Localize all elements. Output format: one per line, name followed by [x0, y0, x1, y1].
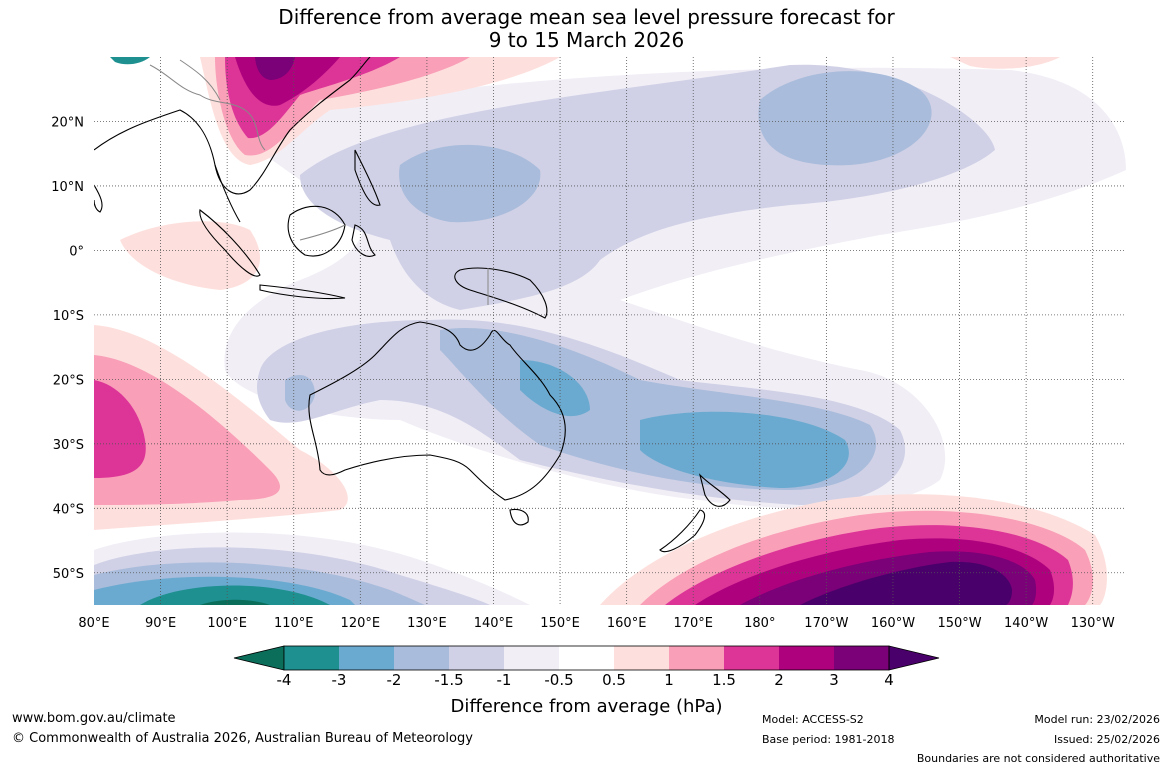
country-borders [149, 59, 489, 305]
low-southwest-6 [200, 599, 270, 605]
longitude-label: 180° [744, 616, 775, 631]
colorbar-swatch [449, 646, 504, 670]
colorbar-swatch [669, 646, 724, 670]
gridlines [94, 57, 1126, 605]
border-borneo [299, 224, 346, 241]
colorbar-swatch [779, 646, 834, 670]
latitude-label: 10°S [53, 309, 84, 324]
coast-asia-mainland [94, 57, 371, 195]
longitude-label: 150°W [937, 616, 981, 631]
model-name: Model: ACCESS-S2 [762, 713, 864, 726]
colorbar-outline [283, 645, 890, 671]
colorbar-swatch [504, 646, 559, 670]
copyright-text: © Commonwealth of Australia 2026, Austra… [12, 731, 473, 746]
coast-new-zealand-south [659, 509, 706, 553]
high-equatorial [120, 221, 260, 290]
low-north-pacific-2 [399, 144, 541, 223]
boundaries-disclaimer: Boundaries are not considered authoritat… [916, 752, 1160, 765]
high-east-asia-5 [255, 57, 295, 80]
high-indian-ocean-3 [94, 380, 146, 478]
coast-new-zealand-north [698, 473, 731, 507]
longitude-label: 130°E [407, 616, 447, 631]
colorbar-tick-label: 3 [829, 671, 839, 689]
colorbar-title: Difference from average (hPa) [450, 696, 723, 717]
coast-tasmania [509, 508, 529, 526]
colorbar-swatch [559, 646, 614, 670]
coast-india [94, 184, 103, 213]
website-link[interactable]: www.bom.gov.au/climate [12, 711, 176, 726]
low-top-left [110, 57, 150, 65]
coast-borneo [287, 205, 346, 257]
border-china [179, 59, 221, 101]
longitude-label: 140°E [474, 616, 514, 631]
longitude-label: 120°E [341, 616, 381, 631]
colorbar-tick-label: 0.5 [602, 671, 626, 689]
model-run-date: Model run: 23/02/2026 [1034, 713, 1160, 726]
low-west-aus [285, 375, 315, 411]
colorbar-tick-label: -0.5 [544, 671, 574, 689]
colorbar-swatch [834, 646, 889, 670]
base-period: Base period: 1981-2018 [762, 733, 895, 746]
longitude-label: 170°W [804, 616, 848, 631]
colorbar-tick-label: 1 [664, 671, 674, 689]
colorbar-swatch [394, 646, 449, 670]
longitude-label: 170°E [673, 616, 713, 631]
coast-sumatra [199, 209, 261, 277]
colorbar [233, 645, 940, 671]
colorbar-tick-label: 4 [884, 671, 894, 689]
longitude-label: 110°E [274, 616, 314, 631]
colorbar-tick-label: -4 [276, 671, 292, 689]
latitude-label: 20°S [53, 373, 84, 388]
latitude-label: 0° [69, 244, 84, 259]
longitude-label: 160°W [871, 616, 915, 631]
colorbar-tick-label: 2 [774, 671, 784, 689]
issued-date: Issued: 25/02/2026 [1053, 733, 1160, 746]
low-southwest-5 [140, 585, 330, 605]
high-indian-ocean-2 [94, 355, 280, 505]
anomaly-field [94, 57, 1126, 605]
coast-malay-peninsula [214, 164, 241, 223]
colorbar-swatch [614, 646, 669, 670]
colorbar-tick-label: -1 [496, 671, 512, 689]
colorbar-swatch [724, 646, 779, 670]
coast-new-guinea [454, 267, 548, 319]
title-line-1: Difference from average mean sea level p… [278, 5, 895, 29]
colorbar-tick-label: -3 [331, 671, 347, 689]
longitude-labels: 80°E 90°E 100°E 110°E 120°E 130°E 140°E 150°E 16… [78, 616, 1115, 631]
longitude-label: 130°W [1071, 616, 1115, 631]
low-tasman-3 [520, 360, 590, 417]
longitude-label: 140°W [1004, 616, 1048, 631]
coast-java [259, 284, 346, 300]
colorbar-swatch [284, 646, 339, 670]
title-line-2: 9 to 15 March 2026 [488, 28, 685, 52]
border-southeast-asia [149, 64, 266, 151]
low-tasman-4 [640, 411, 849, 488]
latitude-label: 40°S [53, 502, 84, 517]
longitude-label: 100°E [207, 616, 247, 631]
coast-philippines [354, 149, 381, 206]
colorbar-tick-label: 1.5 [712, 671, 736, 689]
latitude-label: 50°S [53, 567, 84, 582]
latitude-labels: 20°N 10°N 0° 10°S 20°S 30°S 40°S 50°S [51, 115, 84, 581]
colorbar-tick-label: -2 [386, 671, 402, 689]
colorbar-extension-low [233, 645, 285, 671]
longitude-label: 150°E [540, 616, 580, 631]
latitude-label: 20°N [51, 115, 84, 130]
high-top-right [950, 57, 1060, 69]
coast-sulawesi [351, 224, 376, 257]
longitude-label: 90°E [145, 616, 176, 631]
longitude-label: 160°E [607, 616, 647, 631]
longitude-label: 80°E [78, 616, 109, 631]
latitude-label: 10°N [51, 180, 84, 195]
colorbar-swatch [339, 646, 394, 670]
low-north-pacific-3 [758, 71, 932, 166]
latitude-label: 30°S [53, 438, 84, 453]
coastlines [94, 57, 731, 553]
colorbar-tick-label: -1.5 [434, 671, 464, 689]
coast-australia [308, 321, 566, 501]
colorbar-extension-high [888, 645, 940, 671]
